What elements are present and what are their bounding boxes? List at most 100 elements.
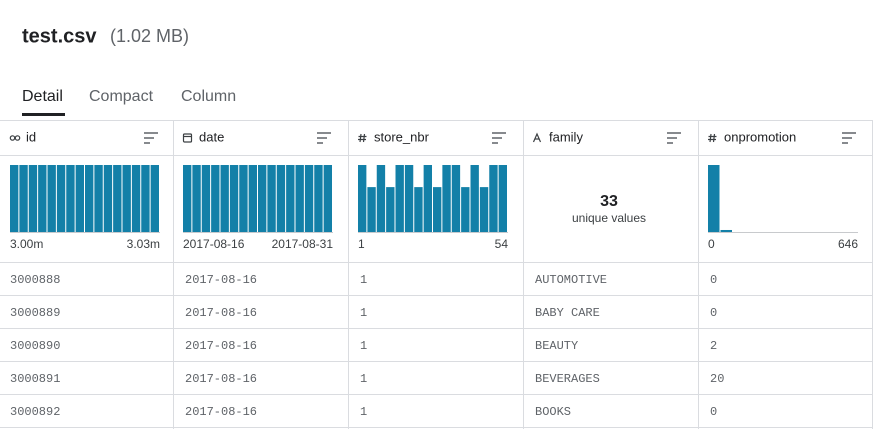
- histogram-bar: [395, 165, 404, 232]
- histogram-bar: [66, 165, 75, 232]
- histogram-bar: [276, 165, 286, 232]
- table-cell: AUTOMOTIVE: [535, 273, 607, 287]
- unique-count: 33: [600, 193, 618, 210]
- column-name: onpromotion: [724, 129, 796, 144]
- histogram-bar: [192, 165, 201, 232]
- table-cell: 1: [360, 273, 367, 287]
- table-cell: 1: [360, 306, 367, 320]
- histogram-bar: [75, 165, 84, 232]
- unique-label: unique values: [572, 211, 646, 225]
- table-cell: 0: [710, 273, 717, 287]
- histogram-bar: [720, 229, 732, 232]
- histogram-bar: [414, 187, 423, 232]
- sort-button[interactable]: [144, 132, 158, 144]
- table-cell: 1: [360, 372, 367, 386]
- histogram-bar: [183, 165, 192, 232]
- table-cell: 2017-08-16: [185, 339, 257, 353]
- histogram-bar: [141, 165, 150, 232]
- tab[interactable]: Compact: [89, 88, 154, 105]
- sort-button[interactable]: [492, 132, 506, 144]
- table-cell: 3000891: [10, 372, 60, 386]
- summary-max: 2017-08-31: [272, 237, 334, 251]
- table-cell: 2017-08-16: [185, 372, 257, 386]
- histogram-bar: [358, 165, 367, 232]
- histogram-bar: [28, 165, 38, 232]
- table-cell: 3000889: [10, 306, 60, 320]
- histogram-bar: [211, 165, 220, 232]
- column-type-icon: [358, 133, 367, 143]
- active-tab-underline: [22, 113, 65, 116]
- column-name: family: [549, 129, 583, 144]
- histogram-bar: [489, 165, 498, 232]
- summary-min: 0: [708, 237, 715, 251]
- table-cell: 1: [360, 405, 367, 419]
- histogram-bar: [10, 165, 19, 232]
- summary-min: 2017-08-16: [183, 237, 245, 251]
- table-cell: 2017-08-16: [185, 405, 257, 419]
- sort-button[interactable]: [317, 132, 331, 144]
- histogram-bar: [229, 165, 239, 232]
- histogram-bar: [131, 165, 141, 232]
- tab[interactable]: Column: [181, 88, 236, 105]
- histogram-bar: [386, 187, 395, 232]
- histogram-bar: [286, 165, 295, 232]
- histogram-bar: [220, 165, 229, 232]
- table-cell: 1: [360, 339, 367, 353]
- histogram-bar: [423, 165, 432, 232]
- histogram-bar: [442, 165, 451, 232]
- column-type-icon: [708, 133, 717, 143]
- histogram-bar: [367, 187, 376, 232]
- table-cell: 3000892: [10, 405, 60, 419]
- histogram-bar: [314, 165, 323, 232]
- histogram-bar: [295, 165, 304, 232]
- column-name: store_nbr: [374, 129, 430, 144]
- histogram-bar: [258, 165, 267, 232]
- histogram-bar: [19, 165, 28, 232]
- table-cell: 0: [710, 306, 717, 320]
- column-type-icon: [532, 132, 542, 143]
- histogram-bar: [103, 165, 113, 232]
- histogram-bar: [150, 165, 159, 232]
- histogram-bar: [38, 165, 47, 232]
- histogram-bar: [122, 165, 131, 232]
- histogram-bar: [470, 165, 479, 232]
- summary-max: 3.03m: [127, 237, 160, 251]
- histogram-bar: [404, 165, 414, 232]
- summary-max: 54: [495, 237, 509, 251]
- sort-button[interactable]: [842, 132, 856, 144]
- table-cell: 2017-08-16: [185, 306, 257, 320]
- table-cell: BEVERAGES: [535, 372, 600, 386]
- histogram-bar: [708, 165, 720, 232]
- file-size: (1.02 MB): [110, 26, 189, 46]
- histogram-bar: [239, 165, 248, 232]
- table-cell: 3000888: [10, 273, 60, 287]
- column-type-icon: [9, 135, 21, 141]
- histogram-bar: [85, 165, 94, 232]
- histogram-bar: [461, 187, 470, 232]
- tab[interactable]: Detail: [22, 88, 63, 105]
- file-title: test.csv: [22, 25, 97, 47]
- table-cell: BABY CARE: [535, 306, 600, 320]
- histogram-bar: [267, 165, 276, 232]
- column-name: id: [26, 129, 36, 144]
- column-type-icon: [182, 133, 193, 143]
- histogram-bar: [304, 165, 314, 232]
- histogram-bar: [113, 165, 122, 232]
- summary-min: 3.00m: [10, 237, 43, 251]
- table-cell: 20: [710, 372, 724, 386]
- histogram-bar: [47, 165, 56, 232]
- histogram-bar: [479, 187, 489, 232]
- histogram-bar: [451, 165, 461, 232]
- table-cell: BOOKS: [535, 405, 571, 419]
- histogram-bar: [323, 165, 332, 232]
- column-name: date: [199, 129, 224, 144]
- table-cell: 2017-08-16: [185, 273, 257, 287]
- table-cell: 3000890: [10, 339, 60, 353]
- histogram-bar: [56, 165, 66, 232]
- histogram-bar: [248, 165, 257, 232]
- summary-min: 1: [358, 237, 365, 251]
- table-cell: 2: [710, 339, 717, 353]
- sort-button[interactable]: [667, 132, 681, 144]
- histogram-bar: [94, 165, 103, 232]
